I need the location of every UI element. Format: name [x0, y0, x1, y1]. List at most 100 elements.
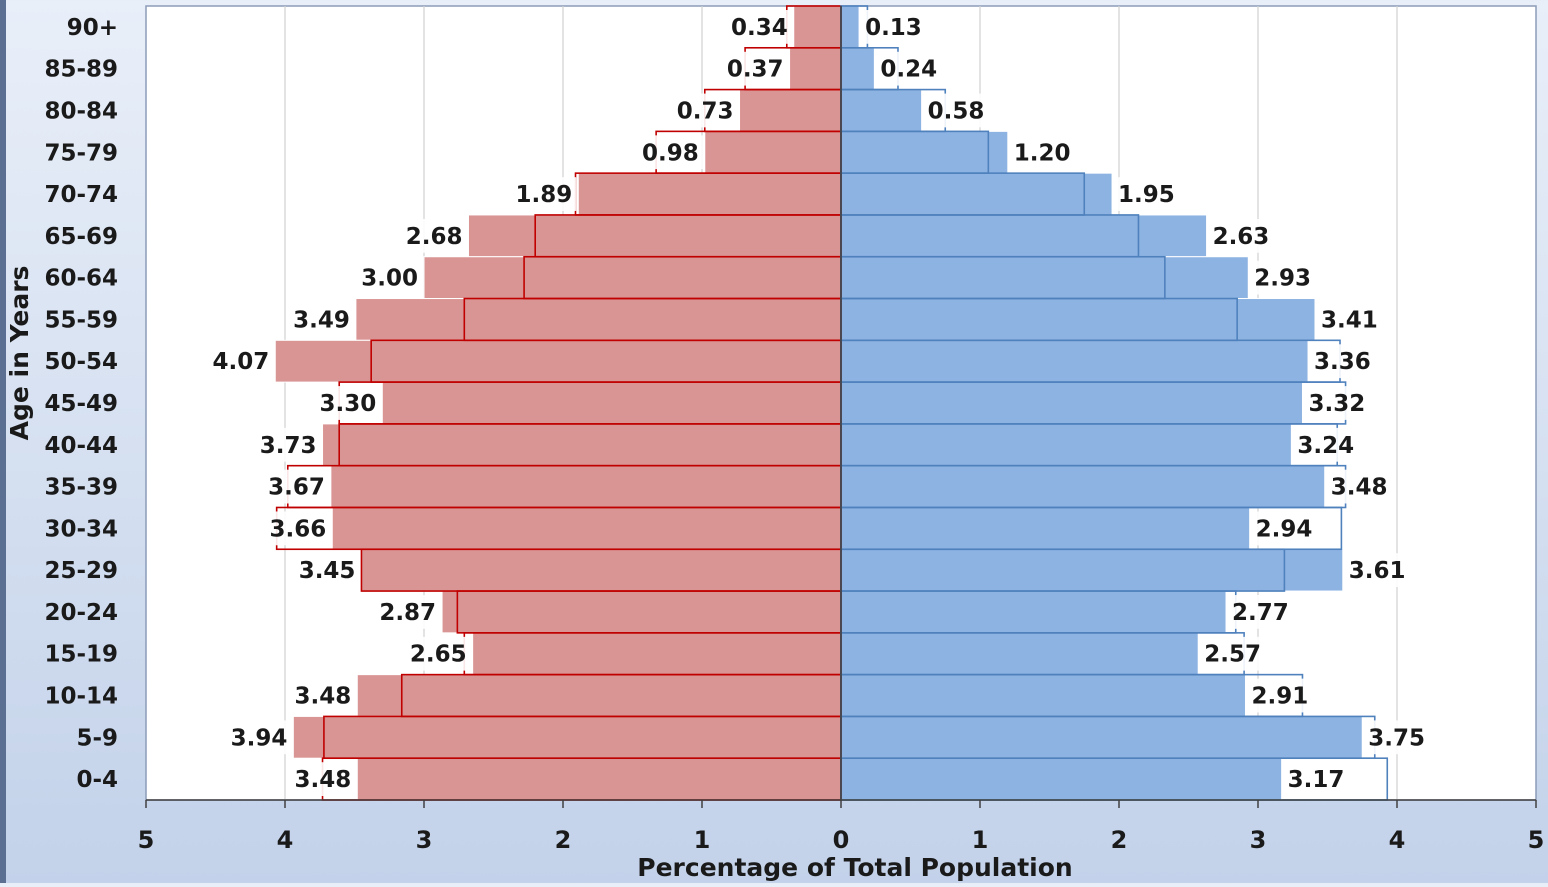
age-label: 90+ [67, 15, 118, 41]
x-tick-label: 5 [138, 826, 155, 854]
x-tick-label: 5 [1528, 826, 1545, 854]
value-label-left: 2.87 [379, 600, 436, 626]
value-label-bg [1200, 636, 1263, 671]
bar-left-80-84 [739, 89, 842, 132]
bar-right-25-29 [840, 548, 1344, 592]
bar-left-55-59 [355, 298, 842, 341]
value-label-bg [1228, 595, 1291, 629]
bar-left-20-24 [441, 590, 842, 634]
value-label-bg [729, 10, 792, 44]
bar-right-85-89 [840, 47, 875, 91]
bar-left-50-54 [274, 339, 842, 383]
value-label-bg [1251, 511, 1314, 546]
y-axis-title: Age in Years [5, 266, 34, 441]
value-label-bg [408, 636, 471, 671]
bar-right-90+ [840, 5, 860, 49]
x-tick-label: 2 [555, 826, 572, 854]
bar-left-10-14 [356, 674, 842, 717]
age-label: 60-64 [44, 266, 118, 292]
value-label-bg [1250, 260, 1313, 295]
value-label-bg [293, 762, 356, 796]
bar-left-25-29 [360, 548, 842, 592]
value-labels: 0.34 0.37 0.73 0.98 1.89 2.68 3.00 3.49 4.07 3.30… [211, 10, 1427, 796]
value-label-bg [1310, 344, 1373, 379]
bar-left-90+ [793, 5, 842, 49]
value-label-right: 0.58 [928, 98, 985, 124]
value-label-right: 3.36 [1314, 349, 1371, 375]
x-tick-labels: 5 4 3 2 1 0 1 2 3 4 5 [138, 799, 1545, 854]
value-label-right: 3.48 [1331, 475, 1388, 501]
value-label-right: 0.24 [880, 57, 937, 83]
bar-left-5-9 [292, 715, 842, 759]
value-label-right: 2.63 [1213, 224, 1270, 250]
age-label: 30-34 [44, 516, 118, 542]
age-label: 0-4 [76, 767, 118, 793]
value-label-left: 3.45 [299, 558, 356, 584]
value-label-bg [211, 344, 274, 379]
value-label-left: 3.48 [295, 684, 352, 710]
value-label-bg [1114, 177, 1177, 211]
value-label-bg [258, 427, 321, 462]
value-label-left: 0.73 [677, 98, 734, 124]
bar-right-60-64 [840, 256, 1249, 300]
age-label: 75-79 [44, 140, 118, 166]
value-label-bg [1326, 469, 1389, 504]
value-label-left: 2.68 [406, 224, 463, 250]
value-label-bg [229, 720, 292, 755]
value-label-bg [1293, 427, 1356, 462]
value-label-left: 3.94 [231, 725, 288, 751]
value-label-bg [1316, 302, 1379, 337]
x-tick-label: 0 [833, 826, 850, 854]
bar-left-15-19 [472, 632, 842, 676]
bar-right-30-34 [840, 506, 1251, 550]
bar-right-20-24 [840, 590, 1227, 634]
bar-right-40-44 [840, 423, 1292, 467]
bar-right-10-14 [840, 674, 1246, 717]
age-label: 50-54 [44, 349, 118, 375]
x-tick-label: 3 [1250, 826, 1267, 854]
bar-left-0-4 [356, 757, 842, 801]
value-label-right: 2.94 [1256, 516, 1313, 542]
bar-right-50-54 [840, 339, 1309, 383]
age-labels: 90+ 85-89 80-84 75-79 70-74 65-69 60-64 55-59 50… [44, 15, 118, 793]
age-label: 20-24 [44, 600, 118, 626]
value-label-bg [293, 678, 356, 713]
value-label-bg [318, 386, 381, 420]
value-label-bg [291, 302, 354, 337]
age-label: 45-49 [44, 391, 118, 417]
bar-left-70-74 [577, 172, 842, 216]
bar-right-5-9 [840, 715, 1363, 759]
bar-right-0-4 [840, 757, 1283, 801]
value-label-bg [1344, 553, 1407, 588]
bar-right-65-69 [840, 214, 1208, 258]
bar-left-65-69 [467, 214, 842, 258]
value-label-bg [725, 51, 788, 86]
value-label-right: 3.17 [1288, 767, 1345, 793]
x-tick-label: 4 [1389, 826, 1406, 854]
value-label-bg [268, 511, 331, 546]
value-label-left: 3.00 [361, 266, 418, 292]
value-label-left: 0.34 [731, 15, 788, 41]
bar-right-45-49 [840, 381, 1303, 425]
age-label: 25-29 [44, 558, 118, 584]
value-label-left: 4.07 [213, 349, 270, 375]
age-label: 55-59 [44, 307, 118, 333]
bar-left-45-49 [381, 381, 842, 425]
value-label-left: 2.65 [410, 642, 467, 668]
bar-right-35-39 [840, 465, 1326, 508]
age-label: 85-89 [44, 57, 118, 83]
value-label-left: 1.89 [516, 182, 573, 208]
value-label-left: 3.48 [295, 767, 352, 793]
value-label-left: 3.67 [268, 475, 325, 501]
bar-right-55-59 [840, 298, 1316, 341]
bar-right-75-79 [840, 130, 1009, 174]
value-label-bg [876, 51, 939, 86]
x-tick-label: 1 [694, 826, 711, 854]
value-label-bg [1247, 678, 1310, 713]
value-label-right: 3.61 [1349, 558, 1406, 584]
age-label: 10-14 [44, 684, 118, 710]
value-label-bg [1304, 386, 1367, 420]
value-label-bg [640, 135, 703, 170]
